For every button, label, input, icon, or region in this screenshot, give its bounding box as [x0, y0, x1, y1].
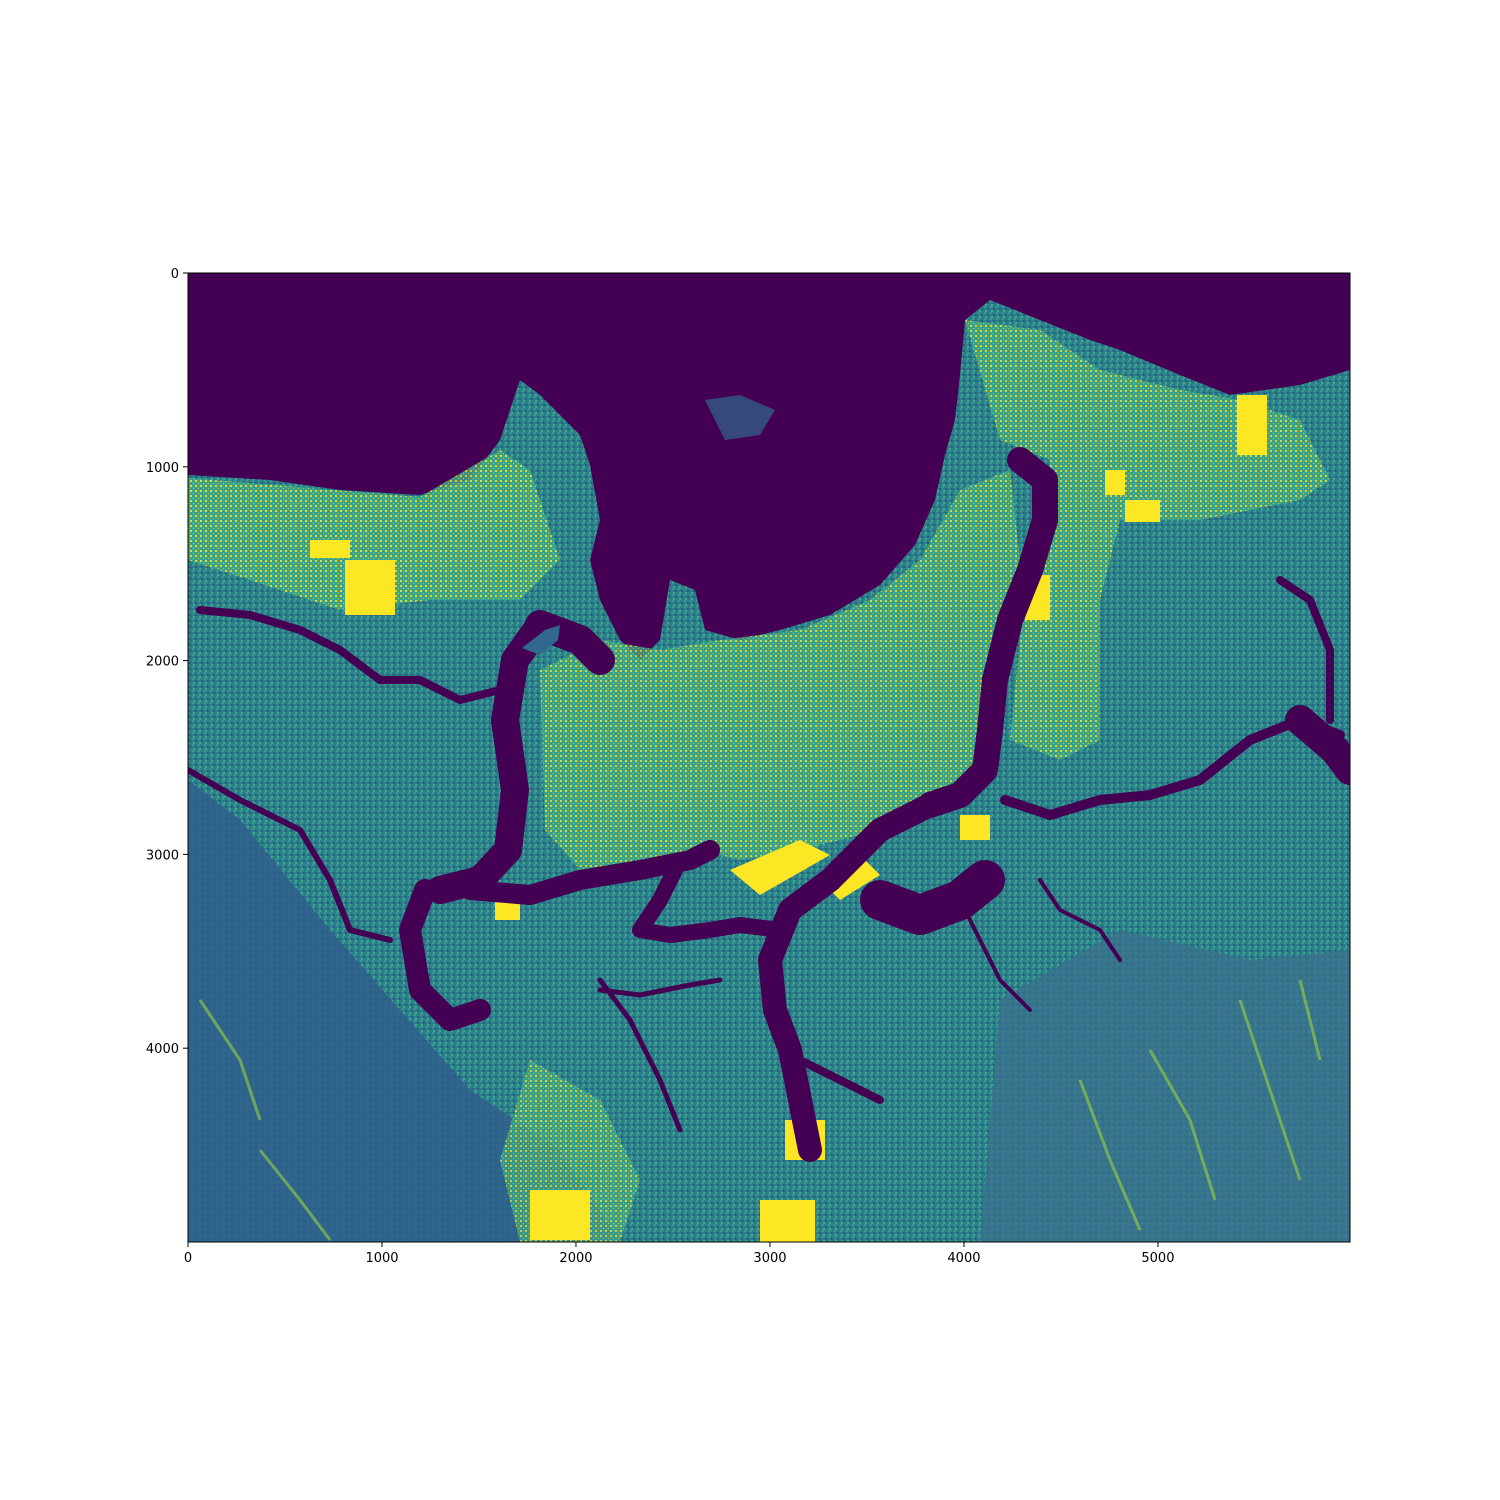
- river-island: [522, 625, 560, 655]
- southeast-hills: [980, 930, 1350, 1242]
- sea-shallows: [705, 395, 775, 440]
- y-tick-label: 4000: [146, 1042, 179, 1057]
- y-axis: 0 1000 2000 3000 4000: [146, 267, 188, 1057]
- y-tick-label: 1000: [146, 461, 179, 476]
- x-tick-label: 3000: [753, 1251, 786, 1266]
- x-tick-label: 5000: [1141, 1251, 1174, 1266]
- x-tick-label: 2000: [559, 1251, 592, 1266]
- y-tick-label: 3000: [146, 848, 179, 863]
- urban-central: [540, 470, 1020, 870]
- river-channels: [188, 447, 1350, 1162]
- x-axis: 0 1000 2000 3000 4000 5000: [184, 1242, 1174, 1266]
- heatmap-image: [188, 273, 1350, 1242]
- urban-west: [188, 450, 560, 610]
- axes-frame: [187, 272, 1351, 1243]
- x-tick-label: 1000: [365, 1251, 398, 1266]
- x-tick-label: 0: [184, 1251, 192, 1266]
- sea-water: [188, 273, 1350, 660]
- y-tick-label: 0: [171, 267, 179, 282]
- x-tick-label: 4000: [947, 1251, 980, 1266]
- ridge-highlights: [198, 979, 1322, 1241]
- y-tick-label: 2000: [146, 655, 179, 670]
